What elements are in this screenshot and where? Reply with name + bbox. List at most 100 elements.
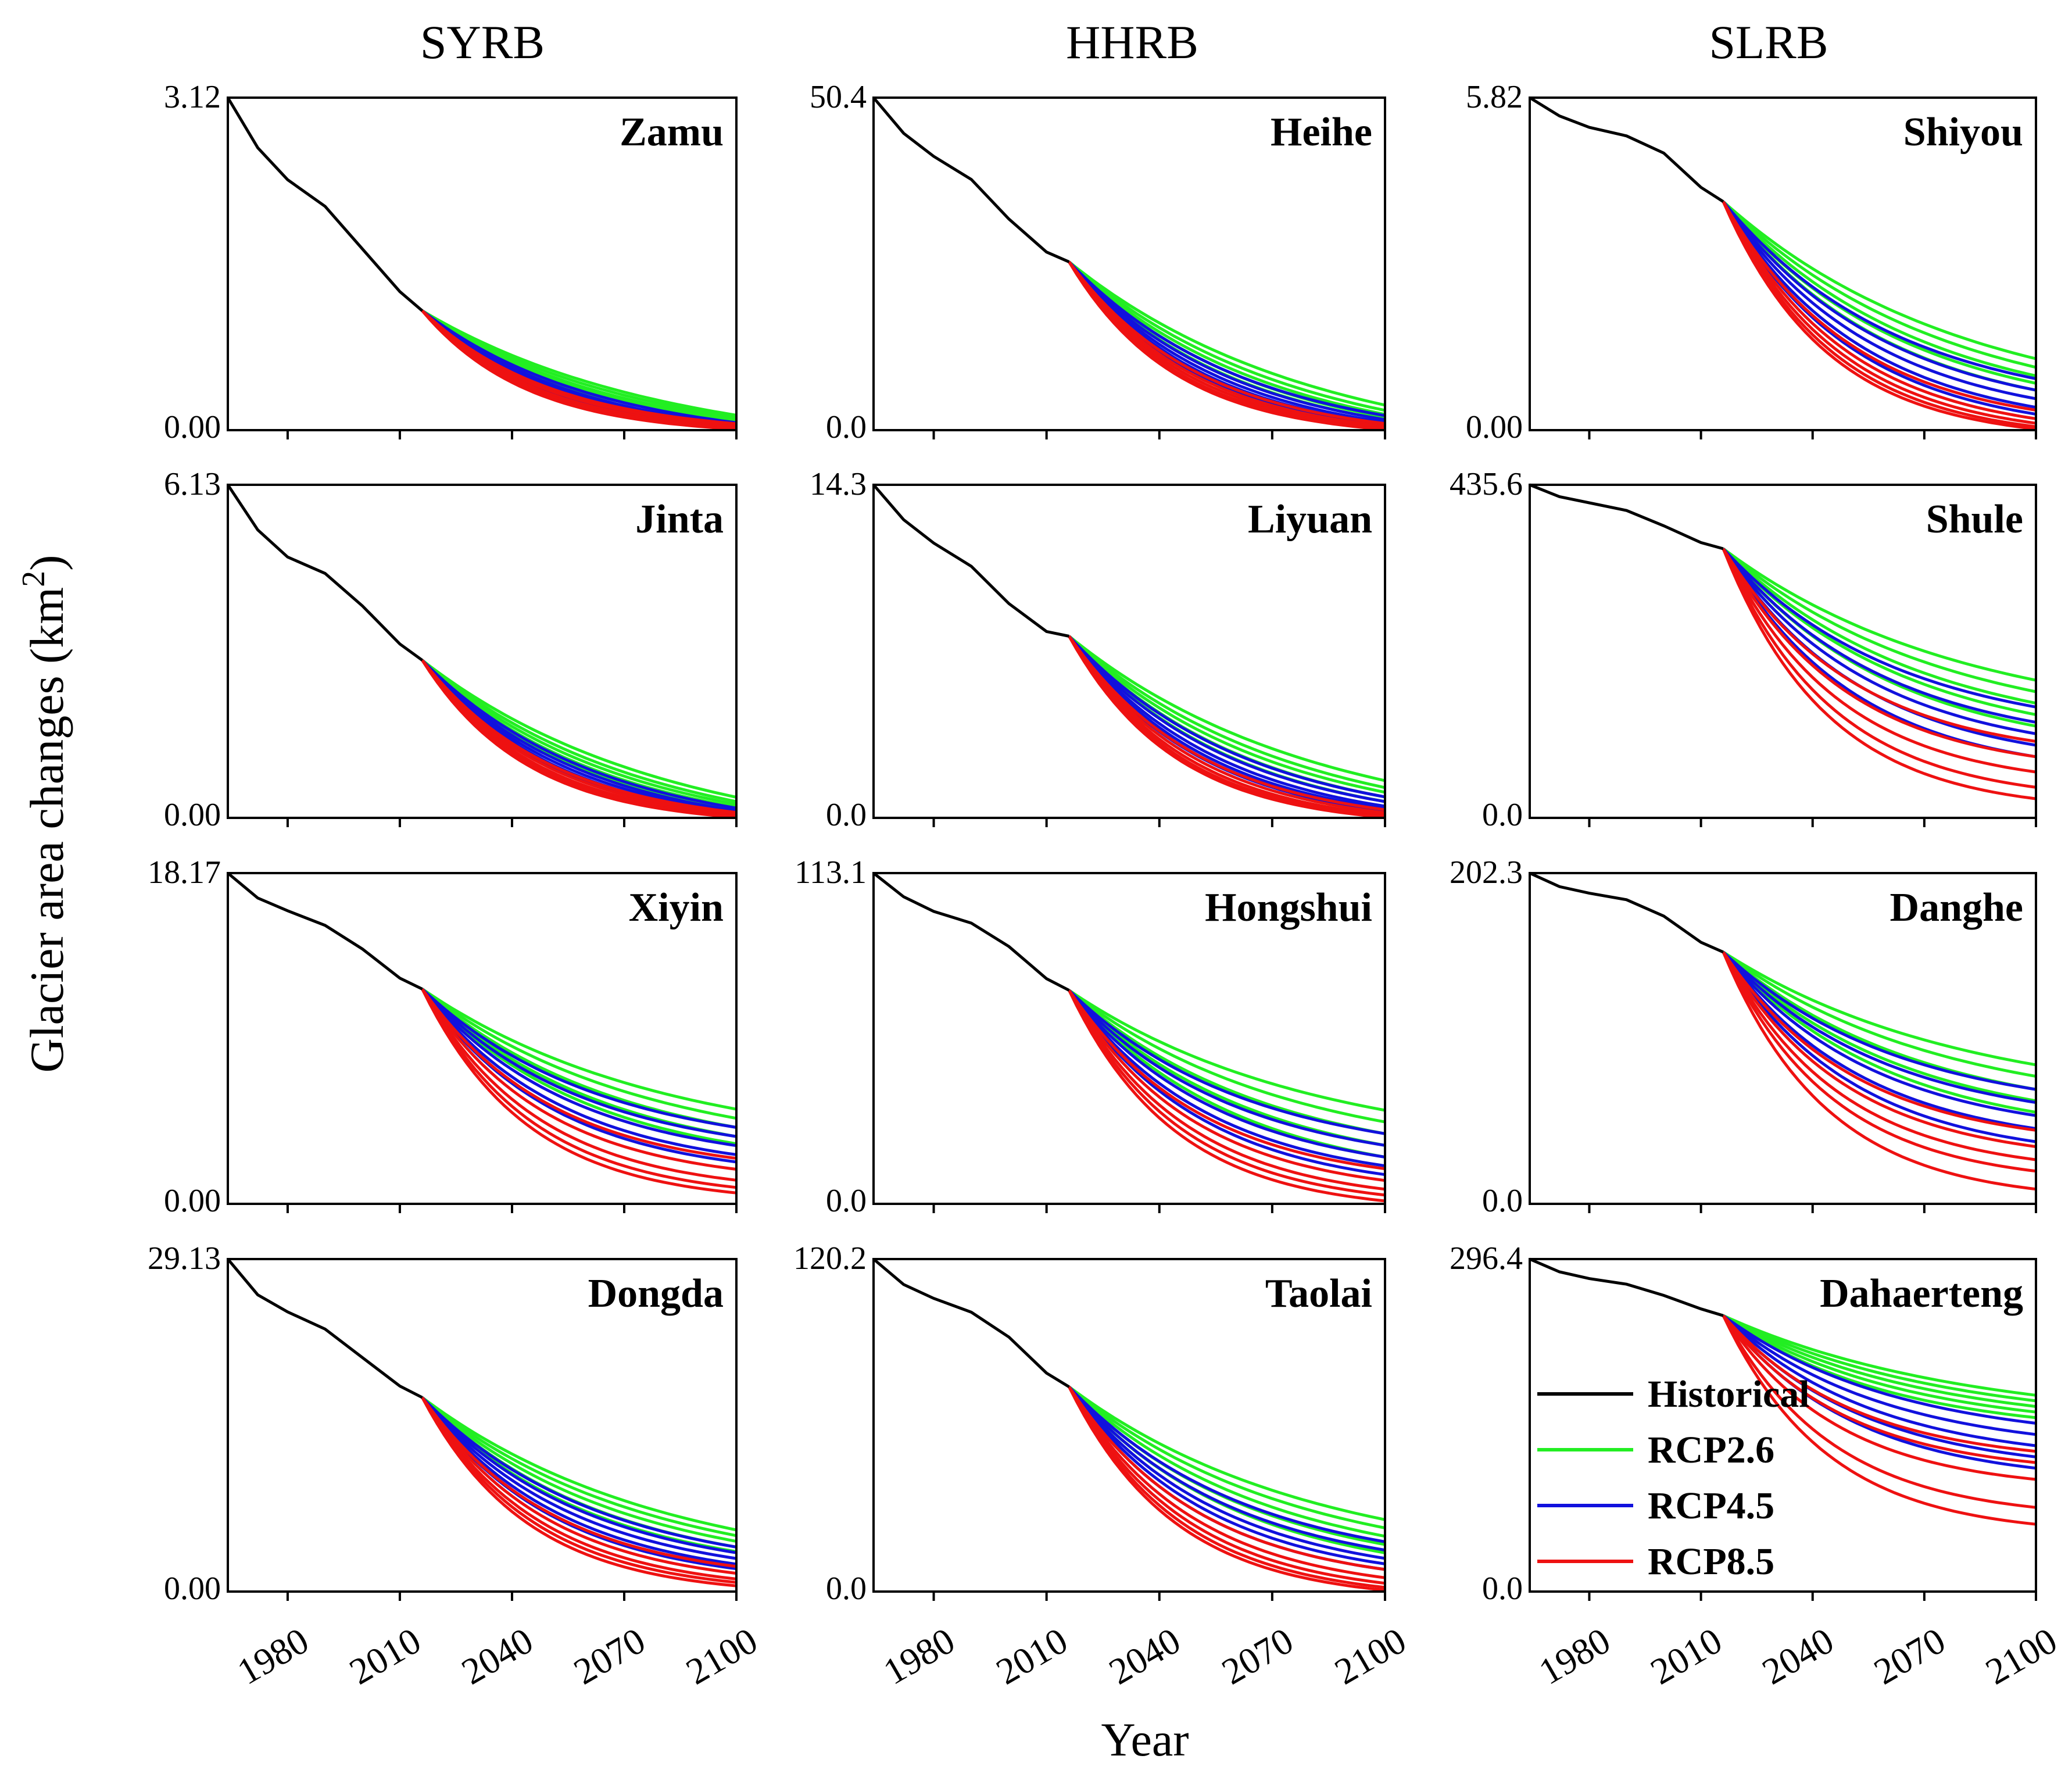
panel-zamu: 3.12 0.00 Zamu (164, 79, 738, 445)
series-rcp85-line (1722, 548, 2037, 789)
series-historical-line (872, 96, 1070, 263)
series-rcp26-line (421, 659, 737, 803)
series-historical-line (872, 484, 1070, 638)
x-axis-label: Year (1101, 1713, 1189, 1766)
y-tick-label-top: 202.3 (1450, 854, 1523, 891)
series-rcp26-line (1068, 260, 1386, 407)
series-historical-line (1529, 1257, 1724, 1317)
y-tick-label-bottom: 0.0 (826, 409, 867, 445)
series-rcp45-line (1722, 548, 2037, 709)
series-rcp26-line (1068, 260, 1386, 416)
series-rcp85-line (421, 1396, 737, 1584)
series-rcp85-line (1068, 261, 1386, 431)
series-rcp45-line (1722, 1314, 2037, 1436)
series-rcp26-line (421, 309, 737, 419)
panels: 3.12 0.00 Zamu 50.4 0.0 Heihe 5.82 0.00 Shiyou 6.… (148, 79, 2064, 1693)
series-rcp26-line (1068, 1385, 1386, 1521)
series-rcp85-line (1722, 951, 2037, 1132)
series-rcp45-line (1722, 1314, 2037, 1425)
series-rcp45-line (421, 1396, 737, 1554)
y-tick-label-top: 18.17 (148, 854, 221, 891)
x-tick-label: 2100 (1978, 1619, 2063, 1692)
y-axis-label-text: Glacier area changes (km (20, 587, 73, 1072)
y-tick-label-top: 296.4 (1450, 1240, 1523, 1277)
series-rcp85-line (1068, 1386, 1386, 1579)
series-rcp85-line (421, 659, 737, 816)
series-rcp26-line (1722, 548, 2037, 693)
series-rcp26-line (421, 1396, 737, 1538)
panel-title: Shiyou (1903, 110, 2023, 155)
series-rcp26-line (1722, 547, 2037, 682)
series-rcp45-line (1722, 951, 2037, 1117)
x-tick-label: 2070 (1867, 1619, 1952, 1692)
series-rcp85-line (1722, 1314, 2037, 1481)
y-axis-label: Glacier area changes (km2) (16, 555, 73, 1073)
series-rcp45-line (1068, 635, 1386, 808)
series-rcp85-line (421, 1397, 737, 1587)
y-tick-label-top: 29.13 (148, 1240, 221, 1277)
series-rcp85-line (1068, 635, 1386, 817)
plot-frame (872, 1258, 1386, 1593)
plot-frame (1529, 872, 2037, 1205)
column-titles: SYRB HHRB SLRB (420, 16, 1828, 69)
series-rcp85-line (421, 310, 737, 431)
series-rcp85-line (1722, 201, 2037, 420)
series-rcp45-line (1068, 260, 1386, 421)
series-rcp26-line (1068, 260, 1386, 412)
panel-title: Dahaerteng (1820, 1271, 2023, 1316)
series-rcp85-line (1722, 548, 2037, 743)
x-tick-label: 1980 (876, 1619, 961, 1692)
series-rcp26-line (1722, 201, 2037, 360)
series-rcp26-line (1722, 950, 2037, 1067)
legend-label: RCP4.5 (1648, 1485, 1774, 1527)
legend-label: Historical (1648, 1373, 1810, 1415)
series-historical-line (227, 872, 423, 991)
series-rcp26-line (421, 309, 737, 421)
series-rcp45-line (421, 309, 737, 424)
series-rcp85-line (421, 1396, 737, 1568)
series-rcp85-line (1068, 635, 1386, 811)
y-axis-label-close: ) (20, 555, 73, 571)
y-tick-label-bottom: 0.0 (826, 1183, 867, 1219)
series-rcp26-line (1722, 1314, 2037, 1403)
series-historical-line (1529, 96, 1724, 203)
series-rcp26-line (1068, 635, 1386, 782)
series-rcp26-line (1722, 951, 2037, 1103)
series-rcp45-line (421, 659, 737, 813)
y-tick-label-bottom: 0.0 (826, 1571, 867, 1607)
series-rcp45-line (1068, 260, 1386, 424)
series-rcp45-line (1068, 260, 1386, 417)
series-historical-line (227, 1258, 423, 1399)
panel-hongshui: 113.1 0.0 Hongshui (795, 854, 1386, 1219)
series-rcp26-line (1068, 635, 1386, 789)
series-rcp85-line (421, 1396, 737, 1581)
series-rcp45-line (1068, 1386, 1386, 1565)
series-rcp45-line (1068, 635, 1386, 810)
series-rcp85-line (1068, 261, 1386, 428)
series-rcp45-line (421, 659, 737, 810)
series-rcp85-line (1068, 261, 1386, 429)
panel-xiyin: 18.17 0.00 Xiyin (148, 854, 738, 1219)
series-rcp45-line (1722, 548, 2037, 724)
panel-title: Dongda (588, 1271, 724, 1316)
series-rcp45-line (421, 1396, 737, 1566)
series-rcp85-line (421, 659, 737, 817)
series-rcp26-line (1722, 1314, 2037, 1397)
series-rcp45-line (421, 988, 737, 1147)
plot-frame (227, 484, 738, 819)
series-rcp26-line (1722, 1314, 2037, 1414)
series-rcp85-line (1068, 989, 1386, 1191)
x-tick-label: 2040 (1755, 1619, 1840, 1692)
series-rcp85-line (421, 988, 737, 1189)
panel-title: Zamu (620, 110, 724, 155)
series-rcp45-line (1068, 989, 1386, 1135)
y-tick-label-bottom: 0.0 (1482, 1183, 1523, 1219)
series-rcp85-line (1722, 548, 2037, 759)
column-title-syrb: SYRB (420, 16, 545, 69)
series-rcp45-line (1068, 1386, 1386, 1552)
series-rcp26-line (1068, 989, 1386, 1112)
series-rcp85-line (1722, 548, 2037, 800)
panel-title: Liyuan (1248, 497, 1372, 542)
y-tick-label-bottom: 0.0 (1482, 797, 1523, 833)
